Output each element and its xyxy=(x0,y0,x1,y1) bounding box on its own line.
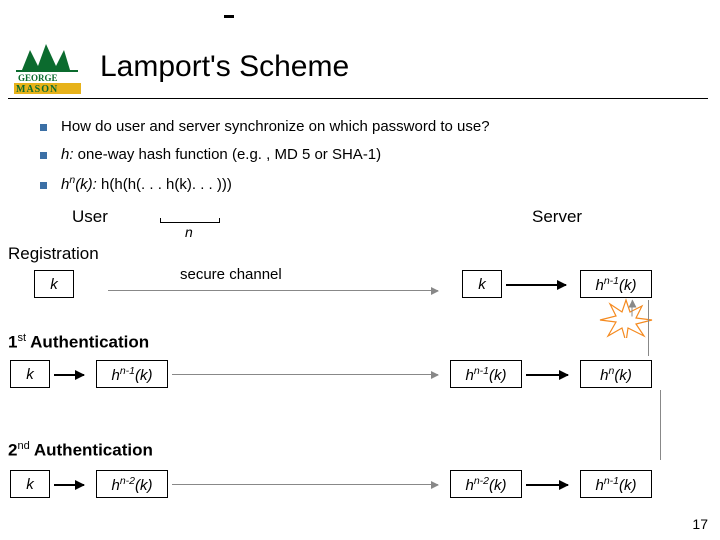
phase-auth1: 1st Authentication xyxy=(8,332,149,353)
reg-server-hn1-box: hn-1(k) xyxy=(580,270,652,298)
auth1-send-arrow xyxy=(172,374,438,375)
k-text: k xyxy=(50,276,58,293)
n-label: n xyxy=(185,224,193,240)
auth2-send-arrow xyxy=(172,484,438,485)
auth1-user-k-box: k xyxy=(10,360,50,388)
reg-user-k-box: k xyxy=(34,270,74,298)
auth1-server-hn-box: hn(k) xyxy=(580,360,652,388)
k-text: k xyxy=(478,276,486,293)
slide-title: Lamport's Scheme xyxy=(100,50,349,84)
title-underline xyxy=(8,98,708,99)
auth1-server-arrow xyxy=(526,374,568,376)
phase-registration: Registration xyxy=(8,244,99,264)
bullet-3-text: h(h(h(. . . h(k). . . ))) xyxy=(97,176,232,193)
dep-arrow-1 xyxy=(632,301,633,317)
auth2-server-hn1-box: hn-1(k) xyxy=(580,470,652,498)
bullet-2-h: h: xyxy=(61,146,74,163)
auth2-server-arrow xyxy=(526,484,568,486)
secure-channel-label: secure channel xyxy=(180,266,282,283)
bullet-3-k: (k): xyxy=(75,176,97,193)
svg-text:MASON: MASON xyxy=(16,84,58,94)
spark-icon xyxy=(596,298,656,338)
auth2-user-hn2-box: hn-2(k) xyxy=(96,470,168,498)
user-label: User xyxy=(72,207,108,227)
bullet-square-icon xyxy=(40,152,47,159)
dep-line-1a xyxy=(648,300,649,356)
bullet-2-text: one-way hash function (e.g. , MD 5 or SH… xyxy=(74,146,382,163)
gmu-logo: GEORGE MASON xyxy=(12,36,90,94)
dep-line-2 xyxy=(660,390,661,460)
auth1-user-hn1-box: hn-1(k) xyxy=(96,360,168,388)
auth2-server-hn2-box: hn-2(k) xyxy=(450,470,522,498)
top-dash xyxy=(224,15,234,18)
server-label: Server xyxy=(532,207,582,227)
bullet-1-text: How do user and server synchronize on wh… xyxy=(61,118,490,135)
bullet-2: h: one-way hash function (e.g. , MD 5 or… xyxy=(40,146,700,163)
svg-text:GEORGE: GEORGE xyxy=(18,73,58,83)
reg-arrow xyxy=(108,290,438,291)
reg-server-k-box: k xyxy=(462,270,502,298)
auth2-user-arrow xyxy=(54,484,84,486)
bullet-square-icon xyxy=(40,124,47,131)
bullet-square-icon xyxy=(40,182,47,189)
phase-auth2: 2nd Authentication xyxy=(8,440,153,461)
n-brace xyxy=(160,222,220,223)
auth1-user-arrow xyxy=(54,374,84,376)
slide-number: 17 xyxy=(692,516,708,532)
reg-server-arrow xyxy=(506,284,566,286)
auth1-server-hn1-box: hn-1(k) xyxy=(450,360,522,388)
auth2-user-k-box: k xyxy=(10,470,50,498)
bullet-3: hn(k): h(h(h(. . . h(k). . . ))) xyxy=(40,174,700,193)
bullet-1: How do user and server synchronize on wh… xyxy=(40,118,700,135)
